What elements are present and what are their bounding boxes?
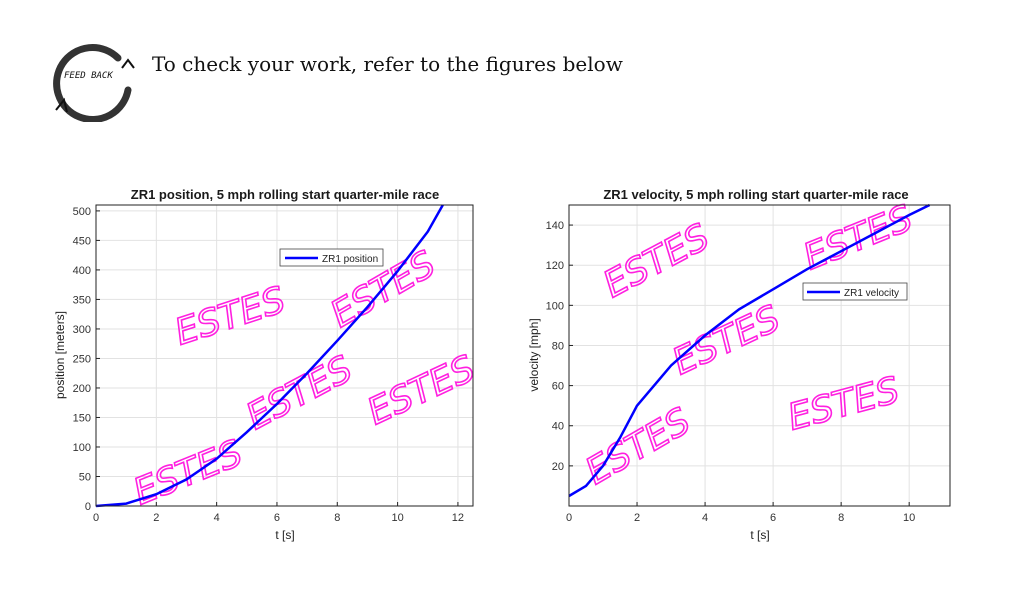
position-legend-label: ZR1 position [322,254,378,265]
velocity-x-axis-label: t [s] [750,528,769,542]
position-y-tick-label: 50 [79,471,91,483]
position-x-tick-label: 6 [274,512,280,524]
position-chart: ZR1 position, 5 mph rolling start quarte… [53,187,482,542]
position-plot-frame [95,204,474,507]
velocity-x-tick-label: 6 [770,512,776,524]
position-x-tick-label: 12 [452,512,464,524]
velocity-chart-title: ZR1 velocity, 5 mph rolling start quarte… [603,187,908,202]
velocity-plot-frame [568,204,951,507]
velocity-y-tick-label: 120 [546,260,564,272]
position-x-tick-label: 4 [214,512,220,524]
position-x-axis-label: t [s] [275,528,294,542]
position-y-tick-label: 450 [73,235,91,247]
velocity-x-tick-label: 0 [566,512,572,524]
position-y-tick-label: 300 [73,324,91,336]
velocity-legend-label: ZR1 velocity [844,288,899,299]
feedback-logo-icon: FEED BACK [53,44,135,122]
position-y-tick-label: 100 [73,442,91,454]
velocity-y-tick-label: 100 [546,300,564,312]
position-y-tick-label: 200 [73,383,91,395]
velocity-y-tick-label: 80 [552,340,564,352]
position-x-tick-label: 8 [334,512,340,524]
position-y-tick-label: 400 [73,265,91,277]
velocity-y-tick-label: 40 [552,421,564,433]
velocity-x-tick-label: 2 [634,512,640,524]
position-chart-title: ZR1 position, 5 mph rolling start quarte… [131,187,439,202]
velocity-x-tick-label: 10 [903,512,915,524]
position-x-tick-label: 2 [153,512,159,524]
position-legend: ZR1 position [279,248,384,267]
position-y-axis-label: position [meters] [53,311,67,399]
velocity-y-tick-label: 60 [552,381,564,393]
position-y-tick-label: 0 [85,501,91,513]
velocity-x-tick-label: 8 [838,512,844,524]
position-series-line [95,204,444,508]
position-y-tick-label: 500 [73,206,91,218]
position-y-tick-label: 350 [73,294,91,306]
velocity-y-axis-label: velocity [mph] [527,318,541,391]
intro-text: To check your work, refer to the figures… [152,52,623,76]
velocity-legend: ZR1 velocity [802,282,908,301]
position-x-tick-label: 0 [93,512,99,524]
position-y-tick-label: 250 [73,353,91,365]
velocity-y-tick-label: 20 [552,461,564,473]
position-x-tick-label: 10 [391,512,403,524]
velocity-chart: ZR1 velocity, 5 mph rolling start quarte… [527,187,951,542]
velocity-y-tick-label: 140 [546,220,564,232]
velocity-series-line [568,203,931,498]
velocity-x-tick-label: 4 [702,512,708,524]
velocity-plot-area [569,205,950,506]
feedback-logo-text: FEED BACK [64,71,113,81]
position-y-tick-label: 150 [73,412,91,424]
